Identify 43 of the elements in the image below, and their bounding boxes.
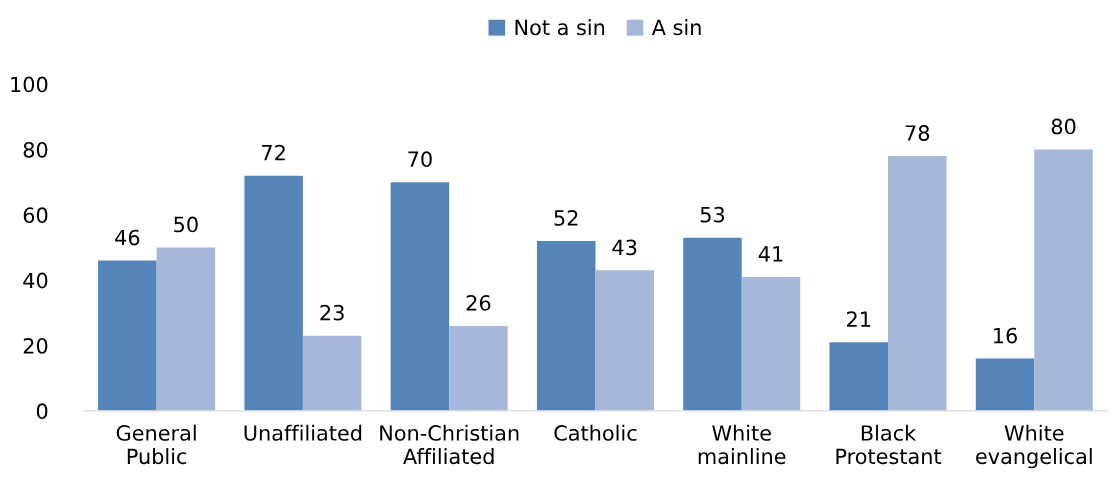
data-label: 78 — [905, 125, 930, 141]
data-label: 16 — [994, 327, 1017, 344]
bar — [536, 240, 596, 411]
x-tick-label: Unaffiliated — [244, 424, 362, 441]
y-tick-label: 40 — [23, 272, 48, 289]
data-label: 52 — [554, 210, 578, 226]
bar — [98, 260, 157, 411]
bar — [595, 270, 654, 411]
bar — [302, 335, 362, 411]
bar — [244, 175, 303, 411]
x-tick-label: Black Protestant — [836, 424, 942, 465]
y-tick-label: 60 — [23, 207, 48, 224]
x-tick-label: Non-Christian Affiliated — [380, 424, 519, 465]
x-tick-label: General Public — [116, 424, 196, 465]
y-tick-label: 20 — [23, 337, 48, 354]
data-label: 21 — [847, 311, 871, 327]
bar — [975, 358, 1035, 411]
data-label: 23 — [320, 304, 344, 321]
data-label: 53 — [700, 206, 725, 223]
y-tick-label: 0 — [36, 403, 48, 420]
y-tick-label: 80 — [23, 141, 48, 158]
data-label: 50 — [174, 216, 198, 233]
bar — [1034, 149, 1093, 411]
bar — [888, 156, 947, 411]
data-label: 80 — [1051, 118, 1076, 135]
data-label: 43 — [612, 239, 637, 256]
data-label: 70 — [408, 151, 432, 168]
bar — [390, 182, 450, 411]
data-label: 41 — [758, 246, 783, 262]
bar — [829, 342, 889, 411]
y-tick-label: 100 — [11, 76, 48, 93]
bar — [449, 325, 508, 411]
bar — [156, 247, 216, 411]
data-label: 46 — [115, 229, 140, 246]
x-tick-label: White evangelical — [976, 424, 1092, 469]
data-label: 26 — [466, 295, 491, 311]
bar — [683, 237, 742, 411]
x-tick-label: White mainline — [698, 424, 786, 465]
legend-label: A sin — [651, 19, 701, 36]
x-tick-label: Catholic — [554, 424, 637, 441]
data-label: 72 — [262, 144, 285, 161]
legend-label: Not a sin — [515, 19, 605, 36]
bar — [741, 276, 801, 411]
